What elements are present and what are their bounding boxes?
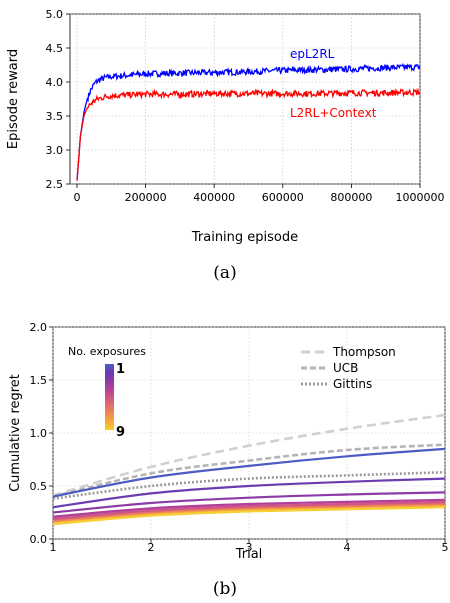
legend-label-thompson: Thompson (332, 345, 396, 359)
baseline-line-thompson (52, 413, 446, 497)
exposure-line-4 (52, 498, 446, 518)
exposure-line-3 (52, 491, 446, 514)
colorbar-title: No. exposures (68, 345, 146, 358)
x-tick-label: 3 (246, 541, 253, 554)
panel-a: 2.5 3.0 3.5 4.0 4.5 5.0 0 200000 400000 600000 800… (6, 8, 445, 283)
y-tick-label: 4.5 (46, 42, 64, 55)
caption-a: (a) (213, 263, 236, 283)
x-tick-label: 5 (442, 541, 449, 554)
baseline-line-gittins (52, 470, 446, 500)
panel-b-exposure-series (52, 447, 446, 526)
series-label-l2rl-context: L2RL+Context (290, 106, 377, 120)
series-line-epl2rl (76, 62, 421, 181)
x-tick-label: 4 (344, 541, 351, 554)
exposure-line-9 (52, 506, 446, 526)
panel-a-frame (69, 13, 421, 185)
panel-a-ticks: 2.5 3.0 3.5 4.0 4.5 5.0 0 200000 400000 600000 800… (46, 8, 445, 204)
y-axis-label-a: Episode reward (6, 49, 21, 149)
panel-a-gridlines (70, 13, 421, 185)
y-tick-label: 1.5 (30, 374, 48, 387)
x-tick-label: 2 (148, 541, 155, 554)
colorbar-min-label: 1 (116, 362, 125, 377)
y-axis-label-b: Cumulative regret (8, 374, 23, 492)
exposure-colorbar (105, 364, 114, 430)
y-tick-label: 1.0 (30, 427, 48, 440)
exposure-line-5 (52, 500, 446, 520)
x-tick-label: 1 (50, 541, 57, 554)
x-axis-label-a: Training episode (191, 230, 298, 245)
panel-a-series (76, 62, 421, 181)
exposure-line-1 (52, 447, 446, 498)
y-tick-label: 3.0 (46, 144, 64, 157)
panel-a-points (76, 66, 421, 181)
caption-b: (b) (213, 579, 237, 599)
y-tick-label: 3.5 (46, 110, 64, 123)
baseline-legend: Thompson UCB Gittins (301, 345, 396, 391)
x-tick-label: 600000 (262, 191, 304, 204)
panel-b: 0.0 0.5 1.0 1.5 2.0 1 2 3 4 5 Thompson UCB Gittin… (8, 321, 449, 599)
series-label-epl2rl: epL2RL (290, 47, 335, 61)
y-tick-label: 2.5 (46, 178, 64, 191)
y-tick-label: 0.5 (30, 480, 48, 493)
x-tick-label: 400000 (193, 191, 235, 204)
baseline-line-ucb (52, 443, 446, 498)
x-tick-label: 0 (74, 191, 81, 204)
panel-b-baselines (52, 413, 446, 500)
legend-label-ucb: UCB (333, 361, 358, 375)
legend-label-gittins: Gittins (333, 377, 372, 391)
x-axis-label-b: Trial (235, 547, 263, 562)
y-tick-label: 0.0 (30, 533, 48, 546)
y-tick-label: 4.0 (46, 76, 64, 89)
x-tick-label: 800000 (330, 191, 372, 204)
x-tick-label: 1000000 (396, 191, 445, 204)
colorbar-max-label: 9 (116, 425, 125, 440)
x-tick-label: 200000 (125, 191, 167, 204)
exposure-line-2 (52, 477, 446, 509)
y-tick-label: 5.0 (46, 8, 64, 21)
panel-b-ticks: 0.0 0.5 1.0 1.5 2.0 1 2 3 4 5 (30, 321, 449, 554)
series-line-l2rl-context (76, 87, 421, 181)
y-tick-label: 2.0 (30, 321, 48, 334)
